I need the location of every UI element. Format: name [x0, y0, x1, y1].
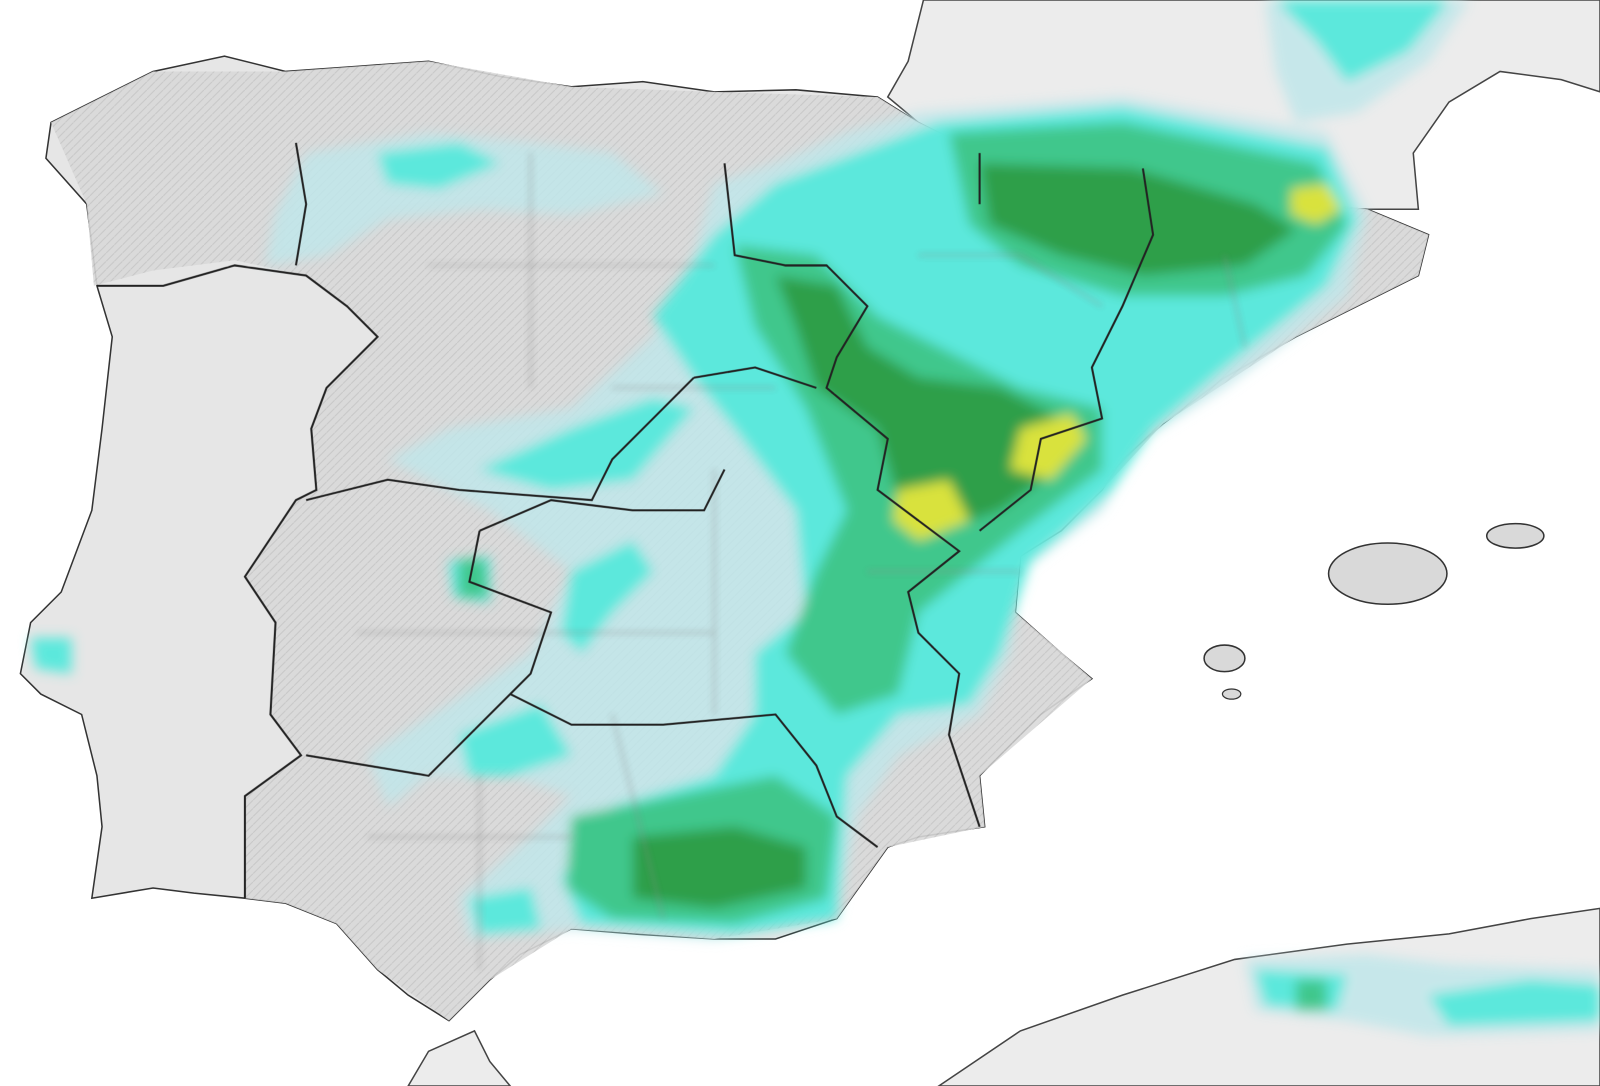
mallorca — [1327, 542, 1448, 606]
precipitation-layer — [30, 0, 1600, 1036]
menorca — [1485, 522, 1545, 549]
africa-landmass-west — [407, 1029, 512, 1086]
province-border — [357, 153, 1246, 970]
region-borders — [357, 153, 1246, 970]
community-borders — [96, 142, 1155, 899]
precip-moderate-area — [459, 122, 1347, 1011]
precip-very-heavy-area — [892, 183, 1342, 541]
precip-heavy-area — [632, 163, 1296, 909]
community-border — [294, 142, 1155, 848]
formentera — [1221, 688, 1242, 700]
ibiza — [1203, 644, 1246, 673]
precip-very-light-area-nw — [265, 132, 664, 266]
portugal-spain-border — [96, 264, 379, 899]
